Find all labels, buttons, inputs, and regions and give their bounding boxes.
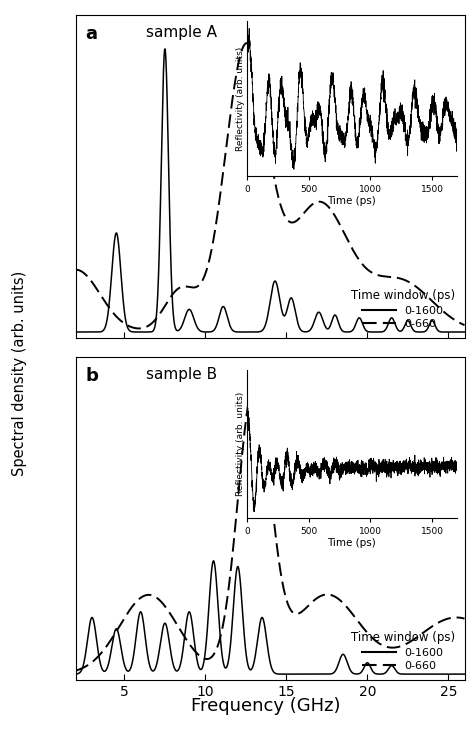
Text: sample B: sample B [146, 367, 217, 382]
Legend: 0-1600, 0-660: 0-1600, 0-660 [351, 631, 455, 671]
Text: b: b [85, 367, 99, 385]
Text: Spectral density (arb. units): Spectral density (arb. units) [12, 271, 27, 476]
Legend: 0-1600, 0-660: 0-1600, 0-660 [351, 289, 455, 329]
Text: Frequency (GHz): Frequency (GHz) [191, 697, 340, 715]
Text: sample A: sample A [146, 25, 217, 40]
Text: a: a [85, 25, 98, 43]
